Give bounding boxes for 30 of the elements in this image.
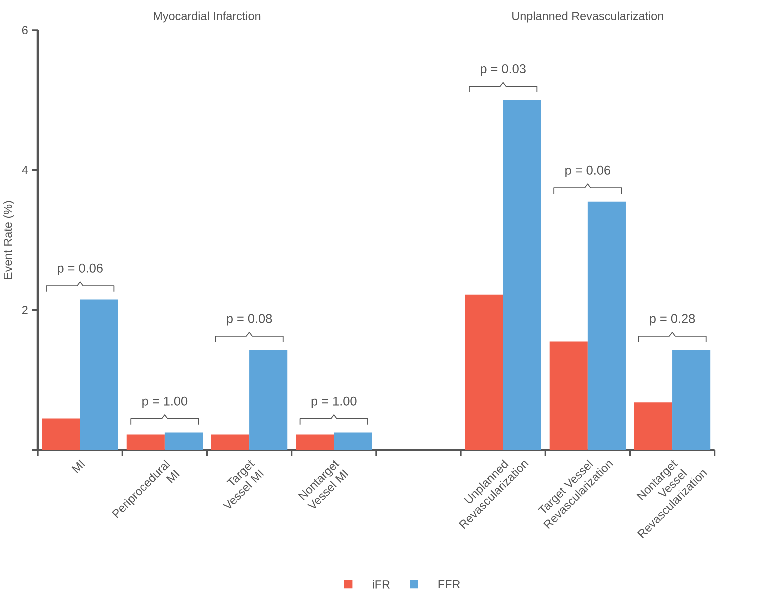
- legend-label: iFR: [373, 580, 390, 589]
- bar: [550, 342, 588, 450]
- text: Myocardial Infarction: [154, 12, 261, 23]
- text: Unplanned Revascularization: [512, 12, 664, 23]
- bar: [80, 300, 118, 450]
- bar: [503, 100, 542, 450]
- bar: [296, 434, 334, 450]
- bar: [634, 402, 673, 450]
- bar: [672, 350, 711, 450]
- annotation: p = 0.06: [566, 166, 610, 178]
- legend-label: FFR: [438, 580, 460, 588]
- bar: [42, 418, 80, 450]
- annotation: p = 0.03: [481, 64, 526, 76]
- annotation: p = 0.06: [58, 264, 103, 276]
- y-tick-label: 4: [22, 166, 28, 174]
- bar: [588, 202, 626, 450]
- annotation: p = 0.08: [227, 314, 272, 326]
- bar: [164, 432, 204, 450]
- y-axis-title: Event Rate (%): [4, 201, 14, 279]
- bar: [250, 350, 288, 450]
- annotation: p = 1.00: [142, 396, 188, 408]
- annotation: p = 0.28: [650, 314, 696, 326]
- bar: [126, 434, 165, 450]
- y-tick-label: 2: [22, 306, 28, 314]
- y-tick-label: 6: [22, 26, 28, 34]
- x-tick-label: MI: [72, 460, 86, 474]
- bar: [465, 294, 504, 450]
- annotation: p = 1.00: [312, 396, 357, 408]
- bar: [211, 434, 250, 450]
- bar: [334, 432, 372, 450]
